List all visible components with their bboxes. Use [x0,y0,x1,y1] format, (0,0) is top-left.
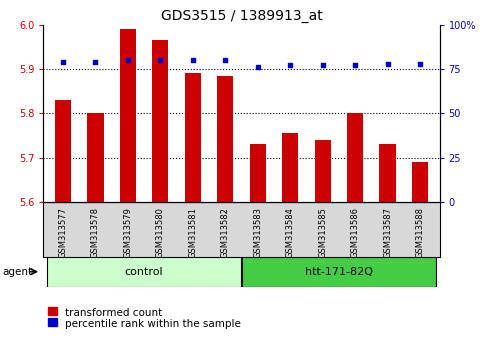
Text: agent: agent [2,267,32,277]
Point [221,57,229,63]
Bar [47,257,242,287]
Text: control: control [125,267,163,277]
Point [254,64,262,70]
Point [384,61,391,67]
Point [319,63,327,68]
Bar [48,318,57,326]
Bar [412,162,428,202]
Point [286,63,294,68]
Bar [250,144,266,202]
Point [59,59,67,65]
Text: GDS3515 / 1389913_at: GDS3515 / 1389913_at [161,9,322,23]
Bar [55,100,71,202]
Bar [185,74,201,202]
Bar [217,76,233,202]
Point [156,57,164,63]
Bar [282,133,298,202]
Bar [242,257,436,287]
Point [416,61,424,67]
Text: htt-171-82Q: htt-171-82Q [305,267,373,277]
Bar [87,113,103,202]
Bar [347,113,363,202]
Point [351,63,359,68]
Bar [380,144,396,202]
Text: transformed count: transformed count [65,308,162,318]
Text: percentile rank within the sample: percentile rank within the sample [65,319,241,329]
Bar [48,307,57,315]
Bar [314,140,331,202]
Bar [120,29,136,202]
Point [92,59,99,65]
Point [124,57,132,63]
Point [189,57,197,63]
Bar [152,40,169,202]
